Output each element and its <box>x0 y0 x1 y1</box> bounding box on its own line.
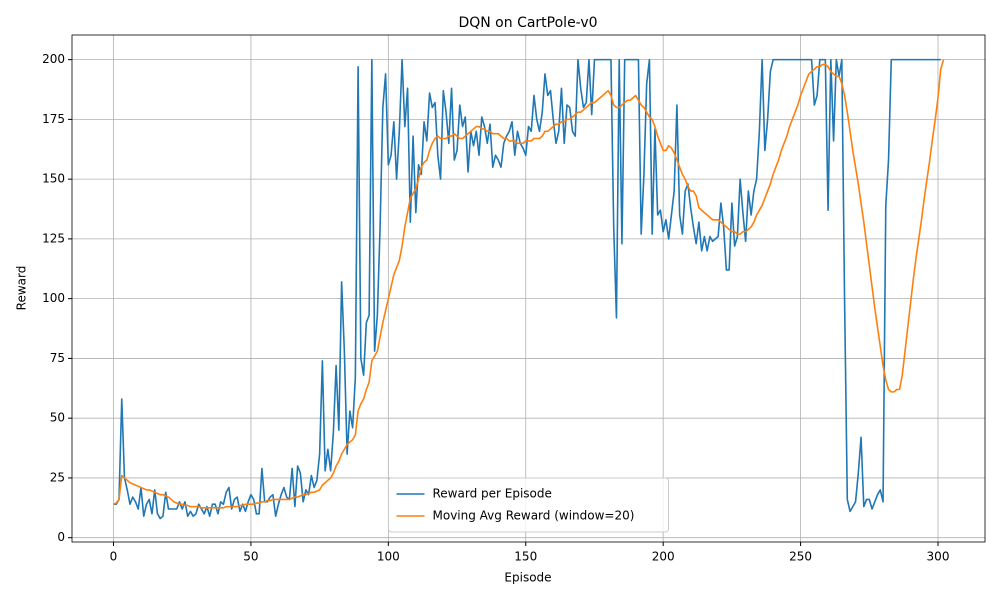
legend-label: Reward per Episode <box>433 487 552 501</box>
legend: Reward per Episode Moving Avg Reward (win… <box>388 477 669 533</box>
y-tick-label: 75 <box>50 351 65 365</box>
x-tick-label: 150 <box>514 550 537 564</box>
y-tick-label: 125 <box>42 231 65 245</box>
plot-frame <box>71 34 986 543</box>
x-tick-label: 50 <box>243 550 258 564</box>
series-line <box>113 59 945 509</box>
y-axis-label: Reward <box>15 266 29 311</box>
y-tick-label: 50 <box>50 411 65 425</box>
y-tick-label: 150 <box>42 172 65 186</box>
y-tick-label: 0 <box>57 530 65 544</box>
y-tick-label: 175 <box>42 112 65 126</box>
x-tick-label: 0 <box>110 550 118 564</box>
y-tick-label: 100 <box>42 291 65 305</box>
grid <box>72 35 985 542</box>
y-tick-label: 25 <box>50 470 65 484</box>
x-tick-label: 200 <box>652 550 675 564</box>
x-axis-label: Episode <box>504 571 551 585</box>
plot <box>113 58 945 520</box>
x-tick-label: 250 <box>789 550 812 564</box>
legend-label: Moving Avg Reward (window=20) <box>433 509 635 523</box>
x-tick-label: 300 <box>927 550 950 564</box>
y-tick-label: 200 <box>42 52 65 66</box>
x-tick-label: 100 <box>377 550 400 564</box>
legend-box <box>388 477 669 533</box>
chart-title: DQN on CartPole-v0 <box>458 15 597 31</box>
